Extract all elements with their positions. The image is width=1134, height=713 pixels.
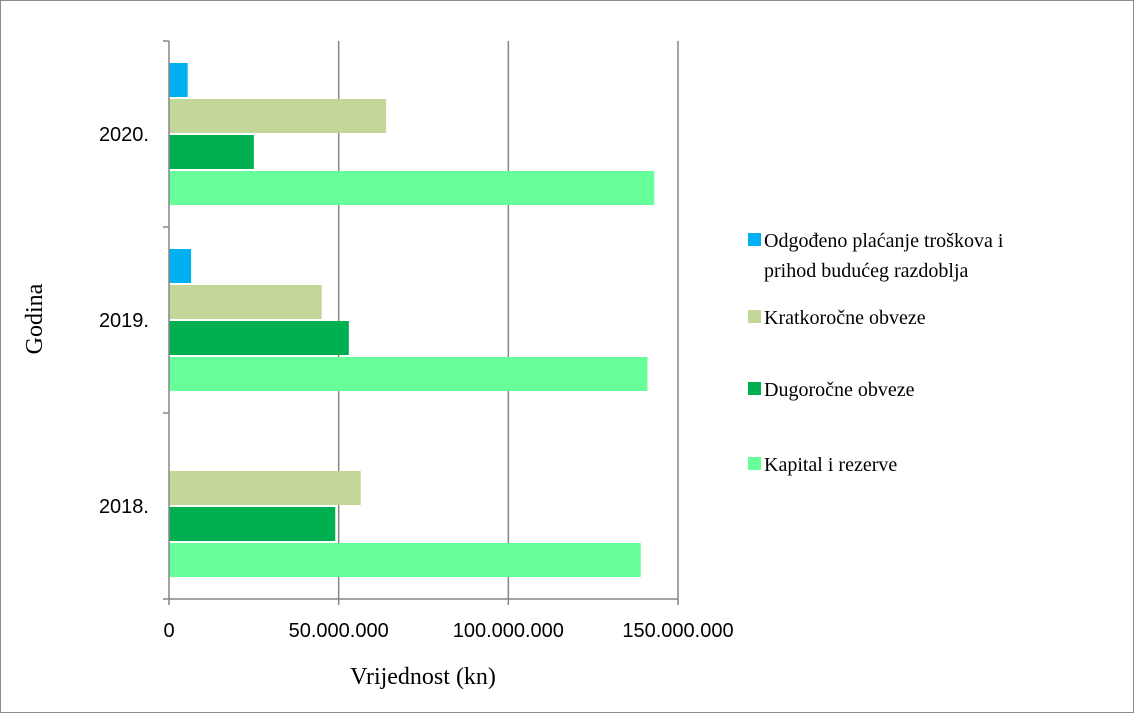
axes xyxy=(163,40,679,605)
y-tick-label: 2020. xyxy=(99,124,149,146)
legend-label: Odgođeno plaćanje troškova i xyxy=(764,230,1004,252)
bar xyxy=(169,507,336,541)
x-axis-title: Vrijednost (kn) xyxy=(350,664,496,690)
x-tick-labels: 0 50.000.000 100.000.000 150.000.000 xyxy=(163,620,733,642)
x-tick-label: 50.000.000 xyxy=(289,620,389,642)
legend-swatch xyxy=(748,457,761,470)
y-tick-labels: 2018. 2019. 2020. xyxy=(99,124,149,518)
y-tick-label: 2019. xyxy=(99,310,149,332)
legend-swatch xyxy=(748,310,761,323)
legend-label: Kapital i rezerve xyxy=(764,454,897,476)
y-axis-title: Godina xyxy=(22,283,48,354)
x-tick-label: 0 xyxy=(163,620,174,642)
legend-label: Kratkoročne obveze xyxy=(764,307,926,329)
y-tick-label: 2018. xyxy=(99,496,149,518)
bar xyxy=(169,171,655,205)
legend: Odgođeno plaćanje troškova i prihod buduć… xyxy=(748,230,1004,476)
x-tick-label: 150.000.000 xyxy=(622,620,733,642)
bars xyxy=(169,63,655,577)
bar xyxy=(169,99,387,133)
bar xyxy=(169,321,349,355)
bar xyxy=(169,285,322,319)
legend-label: Dugoročne obveze xyxy=(764,379,915,401)
bar xyxy=(169,135,254,169)
bar xyxy=(169,63,188,97)
legend-label: prihod budućeg razdoblja xyxy=(764,260,968,282)
legend-swatch xyxy=(748,382,761,395)
bar xyxy=(169,543,641,577)
x-tick-label: 100.000.000 xyxy=(453,620,564,642)
legend-swatch xyxy=(748,233,761,246)
bar xyxy=(169,357,648,391)
gridlines xyxy=(337,41,679,599)
bar xyxy=(169,471,361,505)
bar xyxy=(169,249,192,283)
